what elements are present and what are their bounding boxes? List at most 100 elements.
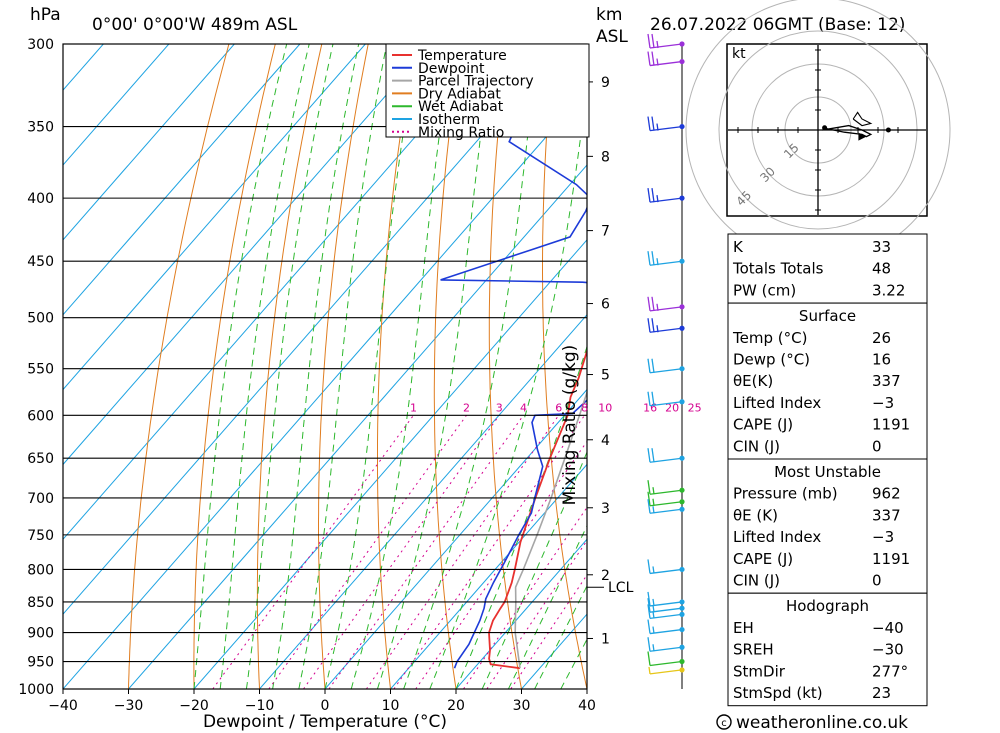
wind-barb <box>647 604 685 620</box>
dry-adiabat-line <box>256 44 323 689</box>
table-row-value: −3 <box>872 394 894 412</box>
wind-barbs <box>647 33 685 675</box>
pressure-tick-label: 350 <box>27 120 54 136</box>
table-row-value: 1191 <box>872 416 910 434</box>
table-row-label: Totals Totals <box>732 260 824 278</box>
isotherm-line <box>63 44 170 166</box>
pressure-tick-label: 650 <box>27 451 54 467</box>
axes: 1 2 3 4 6 8 10 16 20 2530035040045050055060065070… <box>18 37 701 714</box>
table-row-value: 962 <box>872 485 901 503</box>
km-tick-label: 6 <box>601 297 610 313</box>
wet-adiabat-line <box>534 584 587 689</box>
table-row-value: −3 <box>872 528 894 546</box>
index-table: Most Unstable Pressure (mb) 962 θE (K) 337 Li… <box>727 458 928 594</box>
wind-barb <box>647 391 685 407</box>
km-tick-label: 3 <box>601 501 610 517</box>
table-row-value: −40 <box>872 619 904 637</box>
isobar-lines <box>63 126 587 663</box>
isotherm-line <box>128 164 587 689</box>
table-row-value: 337 <box>872 506 901 524</box>
mixing-ratio-line <box>212 415 414 689</box>
table-row-value: 48 <box>872 260 891 278</box>
wind-barb <box>647 499 685 514</box>
pressure-tick-label: 800 <box>27 562 54 578</box>
wind-barb <box>647 358 685 374</box>
dry-adiabat-line <box>925 44 1000 689</box>
asl-label: ASL <box>596 27 628 47</box>
mixing-ratio-axis-label: Mixing Ratio (g/kg) <box>560 345 580 506</box>
km-tick-label: 1 <box>601 631 610 647</box>
wind-barb <box>647 491 685 507</box>
temperature-tick-label: 10 <box>382 698 400 714</box>
table-row-label: CAPE (J) <box>733 550 793 568</box>
temperature-tick-label: 40 <box>578 698 596 714</box>
mixing-ratio-line <box>303 415 500 689</box>
pressure-tick-label: 500 <box>27 311 54 327</box>
table-row-label: SREH <box>733 641 774 659</box>
table-row-label: CIN (J) <box>733 572 780 590</box>
table-row-label: CIN (J) <box>733 437 780 455</box>
legend-label: Isotherm <box>418 112 480 128</box>
wet-adiabat-line <box>324 44 419 689</box>
km-tick-label: 2 <box>601 568 610 584</box>
table-row-value: 0 <box>872 572 882 590</box>
mixing-ratio-label: 4 <box>520 401 527 414</box>
wind-barb <box>647 116 685 132</box>
table-row-label: CAPE (J) <box>733 416 793 434</box>
table-row-label: θE (K) <box>733 506 778 524</box>
wind-barb <box>648 666 685 675</box>
table-row-value: 26 <box>872 329 891 347</box>
copyright-text: weatheronline.co.uk <box>736 713 908 733</box>
mixing-ratio-label: 3 <box>496 401 503 414</box>
wet-adiabat-line <box>507 524 587 689</box>
mixing-ratio-line <box>268 415 467 689</box>
index-table: Surface Temp (°C) 26 Dewp (°C) 16 θE(K) 337 Lif… <box>727 302 928 460</box>
pressure-tick-label: 450 <box>27 254 54 270</box>
legend-label: Wet Adiabat <box>418 99 504 115</box>
temperature-tick-label: −10 <box>245 698 275 714</box>
wind-barb <box>647 598 685 613</box>
table-row-label: θE(K) <box>733 372 773 390</box>
table-row-value: 23 <box>872 684 891 702</box>
table-row-label: Lifted Index <box>733 528 821 546</box>
km-tick-label: 4 <box>601 433 610 449</box>
pressure-tick-label: 1000 <box>18 682 54 698</box>
table-row-label: Dewp (°C) <box>733 351 810 369</box>
km-tick-label: 5 <box>601 368 610 384</box>
table-row-label: Temp (°C) <box>732 329 807 347</box>
wind-barb <box>647 51 685 67</box>
wind-barb <box>647 188 685 203</box>
table-title: Most Unstable <box>774 463 881 481</box>
isotherm-line <box>63 44 235 241</box>
table-row-value: 16 <box>872 351 891 369</box>
table-title: Surface <box>799 307 856 325</box>
wet-adiabat-line <box>481 450 587 689</box>
isotherm-line <box>63 89 587 689</box>
isotherm-line <box>390 463 587 689</box>
wind-barb <box>647 559 685 575</box>
table-row-label: StmDir <box>733 662 786 680</box>
table-row-value: 337 <box>872 372 901 390</box>
km-unit-label: km <box>596 5 622 25</box>
table-row-label: Pressure (mb) <box>733 485 838 503</box>
isotherm-line <box>324 388 587 689</box>
table-title: Hodograph <box>786 597 869 615</box>
wind-barb <box>647 33 685 49</box>
index-tables: K 33 Totals Totals 48 PW (cm) 3.22 Surface Temp… <box>727 233 928 707</box>
dry-adiabat-line <box>193 44 276 689</box>
km-tick-label: 7 <box>601 224 610 240</box>
temperature-tick-label: 0 <box>321 698 330 714</box>
hodograph-unit-label: kt <box>732 46 746 62</box>
pressure-tick-label: 300 <box>27 37 54 53</box>
dewpoint-curve <box>440 44 587 669</box>
mixing-ratio-label: 25 <box>688 401 702 414</box>
svg-text:c: c <box>721 718 727 729</box>
index-table: Hodograph EH −40 SREH −30 StmDir 277° StmSpd (k… <box>727 592 928 707</box>
table-row-label: EH <box>733 619 754 637</box>
wet-adiabat-line <box>455 344 587 689</box>
mixing-ratio-label: 8 <box>581 401 588 414</box>
